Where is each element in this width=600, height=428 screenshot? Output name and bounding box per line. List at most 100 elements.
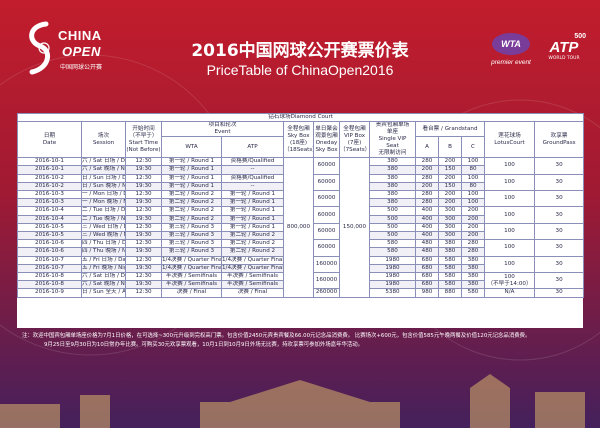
cell-zone-b-price: 150	[438, 181, 462, 192]
cell-single-vip-price: 380	[369, 165, 416, 175]
cell-zone-a-price: 980	[415, 288, 439, 298]
cell-date: 2016-10-9	[17, 288, 82, 298]
table-header: 钻石球场Diamond Court 日期 Date 场次 Session 开始时…	[16, 112, 585, 159]
cell-date: 2016-10-6	[17, 247, 82, 257]
cell-zone-a-price: 400	[415, 231, 439, 241]
cell-date: 2016-10-3	[17, 198, 82, 208]
cell-single-vip-price: 1980	[369, 280, 416, 290]
cell-zone-c-price: 380	[461, 263, 485, 274]
tennis-swirl-icon	[29, 21, 50, 75]
cell-zone-c-price: 380	[461, 280, 485, 290]
logo-text-china: CHINA	[58, 28, 102, 43]
cell-zone-a-price: 480	[415, 239, 439, 249]
cell-date: 2016-10-2	[17, 173, 82, 183]
cell-wta-round: 1/4决赛 / Quarter Finals	[161, 255, 222, 265]
cell-ground-pass-price: 30	[533, 173, 585, 192]
atp-tier: 500	[574, 33, 586, 40]
cell-ground-pass-price: 30	[533, 222, 585, 241]
cell-zone-b-price: 300	[438, 206, 462, 216]
cell-wta-round: 第一轮 / Round 1	[161, 165, 222, 175]
cell-zone-b-price: 380	[438, 239, 462, 249]
price-table-container: 钻石球场Diamond Court 日期 Date 场次 Session 开始时…	[16, 112, 585, 328]
cell-zone-a-price: 200	[415, 181, 439, 192]
cell-zone-b-price: 300	[438, 222, 462, 233]
cell-zone-c-price: 100	[461, 173, 485, 183]
cell-oneday-price: 60000	[313, 222, 340, 241]
cell-zone-c-price: 80	[461, 165, 485, 175]
header-grandstand: 看台票 / Grandstand	[415, 121, 485, 138]
cell-single-vip-price: 500	[369, 214, 416, 224]
cell-zone-c-price: 200	[461, 222, 485, 233]
cell-zone-c-price: 100	[461, 157, 485, 167]
cell-oneday-price: 60000	[313, 173, 340, 192]
cell-lotus-price: N/A	[484, 288, 535, 298]
header-wta: WTA	[161, 136, 222, 159]
cell-single-vip-price: 500	[369, 231, 416, 241]
cell-start-time: 19:30	[125, 181, 162, 192]
cell-zone-c-price: 580	[461, 288, 485, 298]
cell-zone-a-price: 280	[415, 189, 439, 200]
cell-zone-b-price: 580	[438, 263, 462, 274]
cell-session: 六 / Sat 晚场 / Night	[81, 280, 126, 290]
cell-oneday-price: 60000	[313, 189, 340, 208]
cell-session: 三 / Wed 日场 / Day	[81, 222, 126, 233]
cell-start-time: 12:30	[125, 189, 162, 200]
cell-zone-c-price: 380	[461, 272, 485, 282]
cell-session: 六 / Sat 日场 / Day	[81, 272, 126, 282]
cell-single-vip-price: 380	[369, 189, 416, 200]
cell-ground-pass-price: 30	[533, 272, 585, 290]
cell-single-vip-price: 380	[369, 181, 416, 192]
cell-session: 一 / Mon 晚场 / Night	[81, 198, 126, 208]
cell-single-vip-price: 380	[369, 198, 416, 208]
cell-date: 2016-10-5	[17, 222, 82, 233]
cell-zone-a-price: 400	[415, 222, 439, 233]
cell-start-time: 19:30	[125, 214, 162, 224]
header-date: 日期 Date	[17, 121, 82, 159]
page-title-cn: 2016中国网球公开赛票价表	[191, 41, 409, 61]
cell-session: 一 / Mon 日场 / Day	[81, 189, 126, 200]
cell-oneday-price: 60000	[313, 206, 340, 224]
cell-single-vip-price: 1980	[369, 263, 416, 274]
cell-start-time: 12:30	[125, 239, 162, 249]
cell-zone-c-price: 380	[461, 255, 485, 265]
cell-session: 六 / Sat 晚场 / Night	[81, 165, 126, 175]
cell-zone-b-price: 580	[438, 255, 462, 265]
cell-oneday-price: 260000	[313, 288, 340, 298]
header-single-vip-seat: 贵宾包厢单场 单座 Single VIP Seat 无限制访问	[369, 121, 416, 159]
cell-session: 四 / Thu 日场 / Day	[81, 239, 126, 249]
cell-zone-b-price: 580	[438, 280, 462, 290]
cell-start-time: 12:30	[125, 157, 162, 167]
cell-start-time: 12:30	[125, 222, 162, 233]
cell-date: 2016-10-6	[17, 239, 82, 249]
cell-single-vip-price: 380	[369, 173, 416, 183]
cell-skybox-price: 800,000	[283, 157, 314, 298]
cell-zone-b-price: 200	[438, 173, 462, 183]
cell-session: 日 / Sun 日场 / Day	[81, 173, 126, 183]
cell-ground-pass-price: 30	[533, 288, 585, 298]
cell-zone-a-price: 280	[415, 198, 439, 208]
atp-name: ATP	[549, 39, 579, 56]
cell-start-time: 19:30	[125, 263, 162, 274]
cell-single-vip-price: 5380	[369, 288, 416, 298]
cell-oneday-price: 160000	[313, 255, 340, 274]
cell-wta-round: 半决赛 / Semifinals	[161, 280, 222, 290]
atp-subtitle: WORLD TOUR	[548, 56, 580, 61]
cell-atp-round: 第二轮 / Round 2	[221, 247, 284, 257]
cell-date: 2016-10-4	[17, 214, 82, 224]
cell-date: 2016-10-7	[17, 255, 82, 265]
cell-zone-b-price: 300	[438, 231, 462, 241]
header-oneday-skybox: 单日聚会 观景包厢 Oneday Sky Box	[313, 121, 340, 159]
cell-ground-pass-price: 30	[533, 189, 585, 208]
cell-zone-a-price: 280	[415, 173, 439, 183]
cell-start-time: 19:30	[125, 198, 162, 208]
cell-atp-round: 资格赛/Qualified	[221, 173, 284, 183]
cell-date: 2016-10-1	[17, 157, 82, 167]
